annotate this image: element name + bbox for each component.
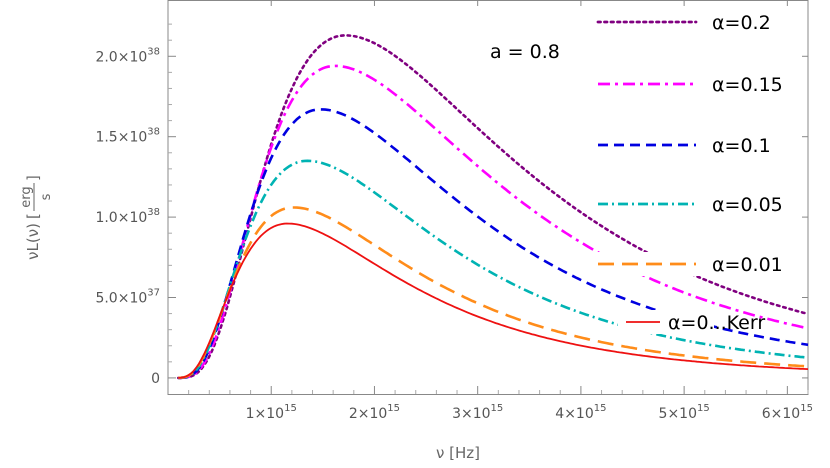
y-axis-unit-denominator: s	[39, 193, 54, 200]
legend-bg	[596, 192, 714, 216]
legend-label-2: α=0.1	[712, 135, 771, 157]
y-axis-title-main: νL(ν)	[24, 223, 42, 260]
x-tick-label: 1×1015	[246, 403, 297, 422]
x-tick-label: 6×1015	[762, 403, 813, 422]
x-axis-title: ν [Hz]	[436, 444, 480, 462]
y-tick-label: 1.0×1038	[95, 207, 160, 226]
series-line-0	[177, 34, 810, 380]
series-line-1	[178, 64, 809, 380]
y-axis-bracket-left: [	[24, 213, 42, 219]
series-line-4	[178, 206, 809, 380]
series-line-5	[178, 222, 809, 379]
legend-label-0: α=0.2	[712, 12, 771, 34]
x-tick-label: 2×1015	[349, 403, 400, 422]
legend-label-5: α=0...Kerr	[668, 312, 765, 334]
plot-frame	[167, 0, 809, 395]
y-axis-bracket-right: ]	[24, 175, 42, 181]
y-tick-label: 0	[151, 371, 160, 387]
parameter-annotation: a = 0.8	[490, 41, 560, 63]
legend-label-3: α=0.05	[712, 194, 783, 216]
y-tick-label: 1.5×1038	[95, 127, 160, 146]
y-axis-title: νL(ν) [ erg s]	[19, 175, 54, 260]
y-tick-label: 2.0×1038	[95, 46, 160, 65]
series-line-3	[178, 159, 809, 380]
y-tick-label: 5.0×1037	[95, 288, 160, 307]
legend-label-4: α=0.01	[712, 254, 783, 276]
series-line-2	[178, 108, 809, 380]
legend-label-1: α=0.15	[712, 74, 783, 96]
x-tick-label: 4×1015	[555, 403, 606, 422]
x-tick-label: 5×1015	[659, 403, 710, 422]
y-axis-unit-numerator: erg	[19, 186, 34, 207]
x-tick-label: 3×1015	[452, 403, 503, 422]
